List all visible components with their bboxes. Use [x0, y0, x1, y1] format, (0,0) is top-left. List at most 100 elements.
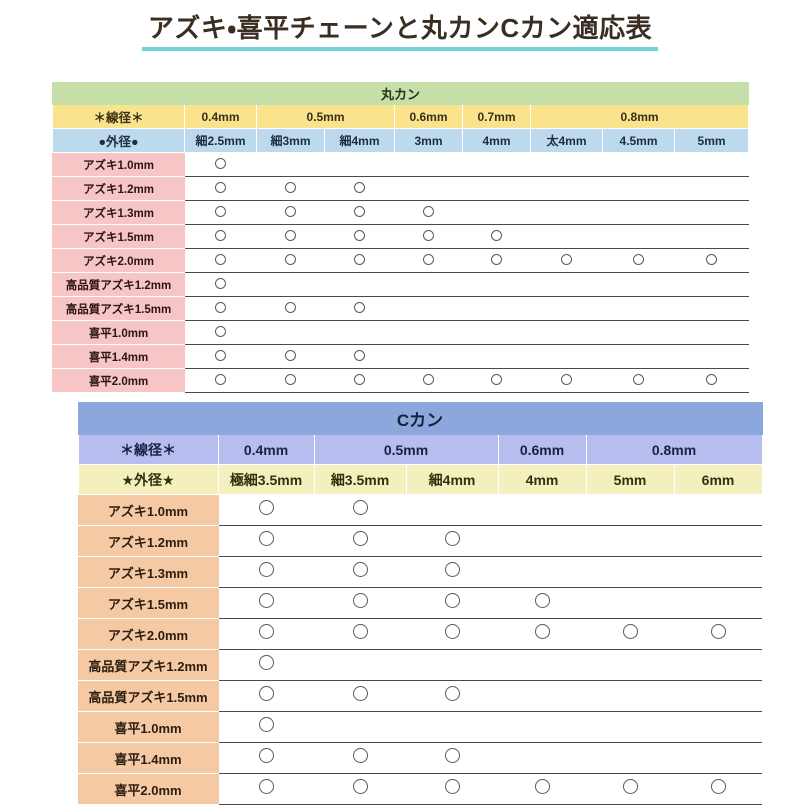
empty-cell: [602, 224, 675, 249]
circle-mark-icon: [285, 205, 296, 217]
empty-cell: [586, 587, 674, 619]
row-spacer: [38, 494, 78, 526]
compatible-mark-cell: [218, 556, 314, 588]
compatible-mark-cell: [530, 248, 603, 273]
empty-cell: [314, 649, 406, 681]
compatible-mark-cell: [218, 711, 314, 743]
circle-mark-icon: [215, 253, 227, 265]
circle-mark-icon: [534, 593, 550, 608]
row-spacer: [38, 680, 78, 712]
compatible-mark-cell: [324, 344, 395, 369]
marukan-row-label: アズキ2.0mm: [52, 248, 185, 273]
compatible-mark-cell: [530, 368, 603, 393]
empty-cell: [586, 556, 674, 588]
compatible-mark-cell: [256, 296, 325, 321]
marukan-outer-row: ●外径● 細2.5mm 細3mm 細4mm 3mm 4mm 太4mm 4.5mm 5mm: [52, 128, 750, 153]
title-container: アズキ・喜平チェーンと丸カンCカン適応表: [0, 0, 800, 51]
marukan-band-label: 丸カン: [51, 82, 750, 105]
compatible-mark-cell: [498, 618, 586, 650]
empty-cell: [498, 494, 586, 526]
compatible-mark-cell: [324, 248, 395, 273]
circle-mark-icon: [215, 325, 227, 337]
ckan-outer-col-5: 6mm: [673, 464, 763, 495]
empty-cell: [674, 742, 763, 774]
table-row: 高品質アズキ1.5mm: [38, 680, 763, 712]
compatible-mark-cell: [674, 368, 749, 393]
compatible-mark-cell: [324, 176, 395, 201]
empty-cell: [394, 272, 463, 297]
circle-mark-icon: [354, 205, 365, 217]
compatible-mark-cell: [184, 296, 257, 321]
empty-cell: [602, 296, 675, 321]
empty-cell: [674, 680, 763, 712]
marukan-row-label: 喜平1.4mm: [52, 344, 185, 369]
empty-cell: [586, 525, 674, 557]
compatible-mark-cell: [674, 248, 749, 273]
compatible-mark-cell: [462, 248, 531, 273]
marukan-row-label: アズキ1.3mm: [52, 200, 185, 225]
circle-mark-icon: [258, 624, 274, 639]
circle-mark-icon: [215, 277, 227, 289]
circle-mark-icon: [258, 748, 274, 763]
circle-mark-icon: [258, 531, 274, 546]
circle-mark-icon: [354, 373, 365, 385]
marukan-row-label: 喜平1.0mm: [52, 320, 185, 345]
empty-cell: [530, 176, 603, 201]
outer-row-spacer: [38, 464, 78, 495]
empty-cell: [256, 152, 325, 177]
circle-mark-icon: [352, 686, 368, 701]
compatible-mark-cell: [314, 680, 406, 712]
marukan-gauge-header-label: ＊線径＊: [52, 104, 185, 129]
table-row: 喜平1.0mm: [52, 320, 749, 345]
circle-mark-icon: [352, 748, 368, 763]
ckan-row-label: アズキ1.5mm: [77, 587, 219, 619]
empty-cell: [394, 344, 463, 369]
circle-mark-icon: [285, 349, 296, 361]
compatible-mark-cell: [602, 248, 675, 273]
empty-cell: [674, 320, 749, 345]
compatible-mark-cell: [256, 344, 325, 369]
compatible-mark-cell: [256, 368, 325, 393]
circle-mark-icon: [258, 562, 274, 577]
ckan-gauge-group-2: 0.6mm: [497, 434, 587, 465]
table-row: 喜平1.4mm: [38, 742, 763, 774]
circle-mark-icon: [706, 373, 718, 385]
compatible-mark-cell: [218, 649, 314, 681]
compatible-mark-cell: [394, 200, 463, 225]
marukan-gauge-group-2: 0.6mm: [394, 104, 463, 129]
compatible-mark-cell: [314, 742, 406, 774]
empty-cell: [530, 296, 603, 321]
empty-cell: [394, 296, 463, 321]
marukan-outer-header-label: ●外径●: [52, 128, 185, 153]
table-row: 喜平2.0mm: [52, 368, 749, 393]
compatible-mark-cell: [498, 587, 586, 619]
compatible-mark-cell: [256, 176, 325, 201]
row-spacer: [38, 525, 78, 557]
compatible-mark-cell: [314, 618, 406, 650]
circle-mark-icon: [285, 229, 296, 241]
circle-mark-icon: [258, 686, 274, 701]
marukan-gauge-group-1: 0.5mm: [256, 104, 395, 129]
compatible-mark-cell: [406, 742, 498, 774]
empty-cell: [406, 711, 498, 743]
marukan-row-label: アズキ1.2mm: [52, 176, 185, 201]
empty-cell: [602, 272, 675, 297]
compatible-mark-cell: [256, 248, 325, 273]
circle-mark-icon: [710, 624, 726, 639]
circle-mark-icon: [258, 655, 274, 670]
compatible-mark-cell: [394, 224, 463, 249]
table-row: 喜平1.0mm: [38, 711, 763, 743]
compatible-mark-cell: [314, 494, 406, 526]
empty-cell: [406, 494, 498, 526]
circle-mark-icon: [215, 181, 227, 193]
circle-mark-icon: [215, 301, 227, 313]
empty-cell: [586, 680, 674, 712]
marukan-row-label: アズキ1.0mm: [52, 152, 185, 177]
compatible-mark-cell: [218, 618, 314, 650]
circle-mark-icon: [354, 181, 365, 193]
empty-cell: [586, 649, 674, 681]
compatible-mark-cell: [184, 224, 257, 249]
ckan-outer-col-3: 4mm: [497, 464, 587, 495]
empty-cell: [602, 320, 675, 345]
